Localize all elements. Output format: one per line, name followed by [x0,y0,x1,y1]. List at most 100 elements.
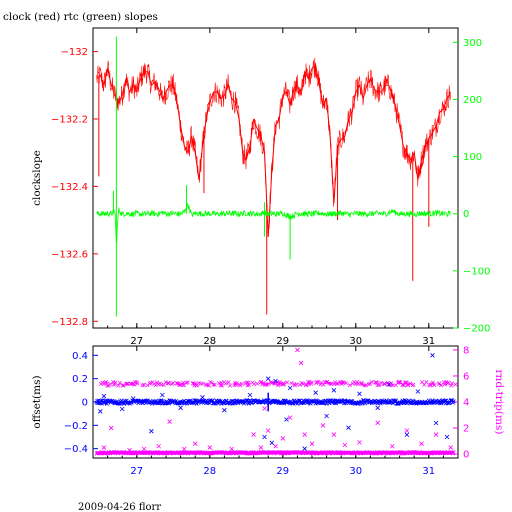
offset-point [273,378,278,384]
y2-tick-label: 4 [463,398,469,409]
offset-point [119,406,125,412]
chart-title: clock (red) rtc (green) slopes [3,11,158,23]
x-tick-label: 27 [130,466,143,477]
series-rndtrip-baseline [94,450,456,456]
series-clock-noise [96,57,451,237]
offset-point [130,396,136,401]
rndtrip-point [141,446,147,452]
rndtrip-point [357,440,362,445]
y-tick-label: −132.4 [51,182,88,193]
rndtrip-point [309,441,315,446]
offset-point [324,413,329,419]
x-tick-label: 30 [349,336,362,347]
footer-label: 2009-04-26 florr [78,502,161,512]
offset-point [415,389,421,394]
y2-tick-label: 200 [463,95,482,106]
y-tick-label: 0 [82,398,88,409]
rndtrip-point [404,428,410,433]
y2-tick-label: 0 [463,450,469,461]
offset-point [404,432,410,437]
rndtrip-point [342,442,348,448]
offset-point [269,440,275,446]
rndtrip-point [280,436,286,441]
rndtrip-point [265,428,271,433]
rndtrip-point [287,415,293,420]
offset-point [98,409,103,414]
rndtrip-point [331,432,337,437]
y2-tick-label: 6 [463,371,469,382]
offset-point [262,434,267,440]
offset-point [200,395,205,400]
rndtrip-point [181,446,187,452]
rndtrip-point [295,347,300,353]
offset-point [433,420,439,426]
x-tick-label: 27 [130,336,143,347]
offset-point [386,382,391,387]
offset-point [313,390,318,395]
rndtrip-point [229,446,234,452]
offset-point [265,376,271,381]
rndtrip-point [108,425,114,431]
x-tick-label: 31 [422,336,435,347]
offset-point [287,385,293,391]
offset-point [444,434,450,440]
y2-tick-label: 8 [463,345,469,356]
series-rtc-line [96,203,451,244]
x-tick-label: 30 [349,466,362,477]
offset-point [430,353,435,358]
rndtrip-point [298,360,304,366]
y-tick-label: −0.2 [64,421,88,432]
y2-tick-label: −100 [463,266,490,277]
y-tick-label: 0.4 [72,351,88,362]
series-offset-baseline [94,398,456,406]
x-tick-label: 28 [203,466,216,477]
rndtrip-point [127,447,132,453]
y2-tick-label: 300 [463,38,482,49]
y2-tick-label: 2 [463,424,469,435]
x-tick-label: 29 [276,336,289,347]
offset-point [346,425,351,430]
y-tick-label: −0.4 [64,444,88,455]
rndtrip-point [390,443,395,449]
rndtrip-point [320,423,326,428]
y-tick-label: −132.8 [51,317,88,328]
y2-tick-label: 100 [463,152,482,163]
offset-point [375,405,380,411]
offset-point [331,388,337,393]
y2-tick-label: 0 [463,209,469,220]
offset-point [101,393,107,399]
rndtrip-point [419,441,424,446]
series-clock-line [96,64,452,238]
x-tick-label: 29 [276,466,289,477]
rndtrip-point [156,443,161,449]
series-rndtrip-band [98,379,458,388]
bottom-chart: 27 28 29 30 31 0.4 0.2 0 −0.2 −0.4 8 6 4 2 0 offset(ms)… [31,345,505,477]
y-axis-label: offset(ms) [31,375,43,428]
offset-point [357,391,362,397]
y-axis-label: clockslope [31,150,43,206]
y-tick-label: 0.2 [72,374,88,385]
rndtrip-point [258,445,264,450]
offset-point [160,392,165,398]
rndtrip-point [192,441,198,446]
offset-point [178,405,183,411]
rndtrip-point [375,420,380,426]
offset-point [247,392,253,398]
y2-axis-label: rnd-trip(ms) [493,370,505,435]
rndtrip-point [207,445,213,450]
rndtrip-point [433,432,439,437]
offset-point [149,428,154,434]
rndtrip-point [101,445,107,450]
top-chart: 27 28 29 30 31 −132 −132.2 −132.4 −132.6 −132.8 30… [31,27,490,347]
offset-point [284,417,289,422]
y-tick-label: −132.6 [51,249,88,260]
y-tick-label: −132 [61,47,88,58]
plot-frame [92,27,459,329]
rndtrip-point [251,432,256,437]
rndtrip-point [273,443,278,449]
x-tick-label: 28 [203,336,216,347]
y2-tick-label: −200 [463,324,490,335]
rndtrip-point [262,406,267,411]
y-tick-label: −132.2 [51,115,88,126]
